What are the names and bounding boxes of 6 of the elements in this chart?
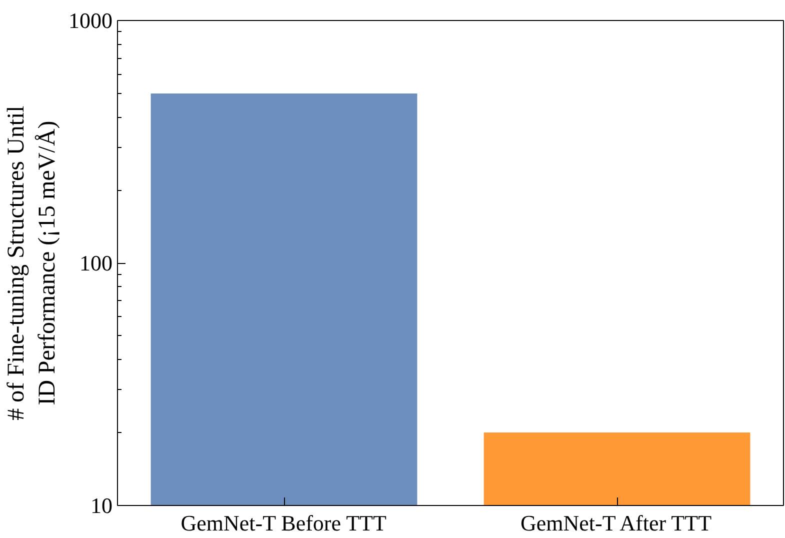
y-axis-title: # of Fine-tuning Structures Until ID Performance (¡15 meV/Å) xyxy=(3,105,60,420)
y-tick-label: 10 xyxy=(90,493,112,518)
y-tick-label: 100 xyxy=(80,250,112,276)
x-tick-label: GemNet-T After TTT xyxy=(520,510,712,536)
x-tick-label: GemNet-T Before TTT xyxy=(180,510,387,536)
y-tick-label: 1000 xyxy=(68,8,112,33)
